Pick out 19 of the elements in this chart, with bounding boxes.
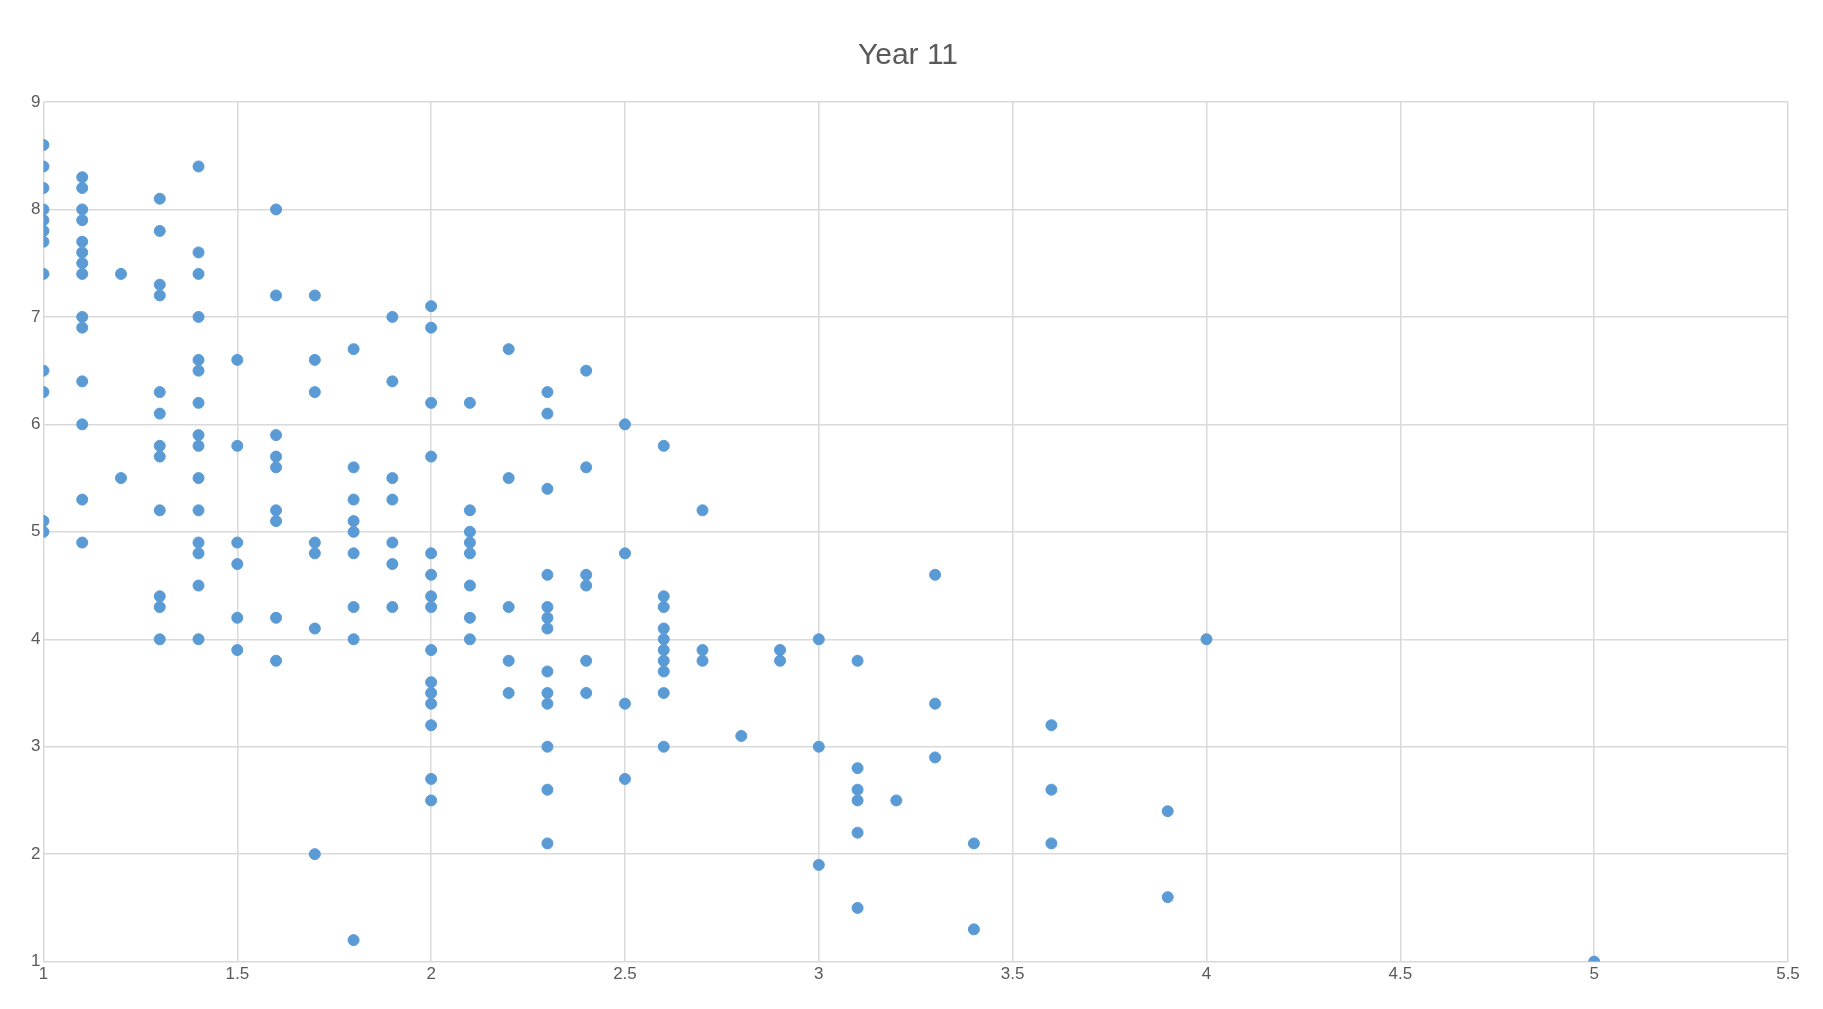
y-tick-label: 2 [30,843,41,863]
x-tick-label: 4.5 [1388,964,1413,984]
x-tick-label: 2 [426,964,436,984]
y-tick-label: 7 [30,306,41,326]
x-tick-label: 1.5 [225,964,250,984]
x-tick-label: 3.5 [1000,964,1025,984]
y-tick-label: 4 [30,628,41,648]
x-tick-label: 5 [1589,964,1599,984]
x-tick-label: 5.5 [1776,964,1800,984]
y-tick-label: 9 [30,91,41,111]
y-tick-label: 3 [30,736,41,756]
chart-title: Year 11 [857,37,959,71]
x-tick-label: 2.5 [613,964,637,984]
x-tick-label: 3 [814,964,824,984]
x-tick-label: 4 [1201,964,1212,984]
y-tick-label: 5 [30,521,41,541]
y-tick-label: 8 [30,199,41,219]
y-tick-label: 6 [30,414,41,434]
y-tick-label: 1 [30,951,41,971]
